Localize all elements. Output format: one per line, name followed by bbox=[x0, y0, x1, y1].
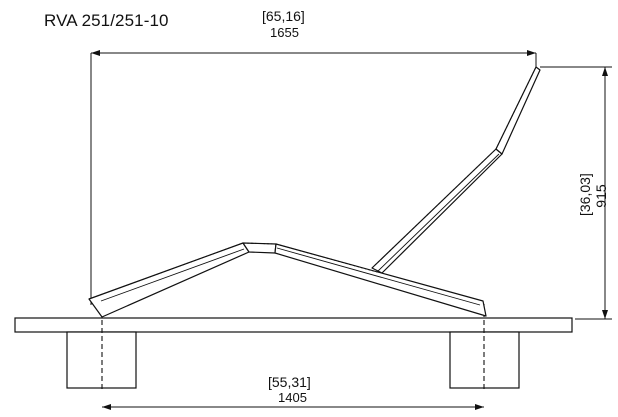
inner-frame-lines bbox=[100, 153, 500, 306]
bottom-dimension-mm: 1405 bbox=[278, 390, 307, 405]
lounger-frame bbox=[88, 66, 541, 318]
top-dimension-inches: [65,16] bbox=[262, 8, 305, 24]
foot-centerlines bbox=[101, 304, 485, 392]
base-platform bbox=[14, 317, 573, 333]
right-dimension-inches: [36,03] bbox=[577, 173, 593, 216]
right-dimension bbox=[540, 66, 612, 320]
bottom-dimension bbox=[102, 404, 484, 410]
right-dimension-mm: 915 bbox=[593, 184, 610, 208]
bottom-dimension-inches: [55,31] bbox=[268, 374, 311, 390]
model-title: RVA 251/251-10 bbox=[44, 11, 169, 30]
right-dimension-label: [36,03] 915 bbox=[577, 173, 618, 216]
cushion-hatching bbox=[88, 66, 537, 300]
top-dimension-mm: 1655 bbox=[270, 25, 299, 40]
top-dimension bbox=[90, 50, 537, 305]
